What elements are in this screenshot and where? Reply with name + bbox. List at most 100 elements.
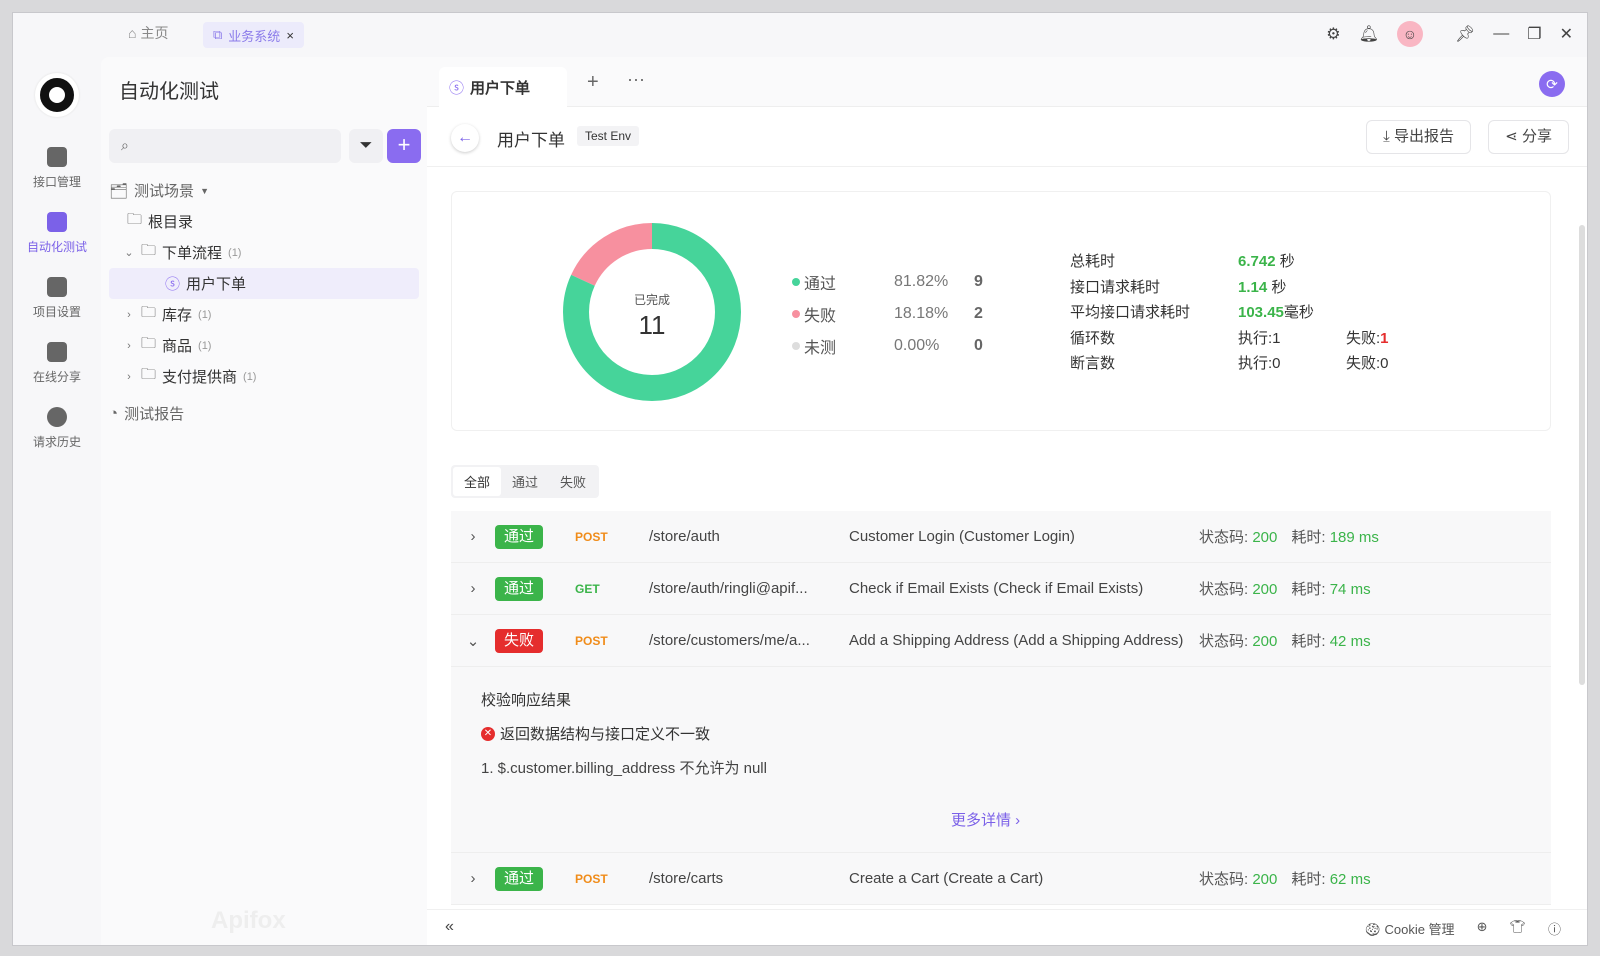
stats: 总耗时 6.742 秒 接口请求耗时 1.14 秒 平均接口请求耗时 103.45毫秒…: [1070, 248, 1389, 376]
more-icon[interactable]: ···: [627, 69, 645, 89]
help-icon[interactable]: ⓘ: [1547, 922, 1561, 937]
sidebar-title: 自动化测试: [119, 81, 219, 103]
tree-scenarios[interactable]: 🗂︎ 测试场景 ▼: [109, 175, 419, 206]
result-row[interactable]: › 通过 POST/store/auth Customer Login (Custom…: [451, 511, 1551, 563]
error-message: 返回数据结构与接口定义不一致: [500, 726, 711, 743]
folder-icon: 🗀: [141, 335, 157, 352]
close-tab-icon[interactable]: ×: [286, 27, 294, 43]
error-icon: ✕: [481, 726, 495, 741]
status-badge: 失败: [495, 628, 543, 653]
rail-history[interactable]: 请求历史: [13, 407, 101, 450]
rail-settings[interactable]: 项目设置: [13, 277, 101, 320]
chevron-right-icon[interactable]: ›: [470, 528, 476, 545]
method: GET: [575, 581, 600, 596]
tree-products[interactable]: › 🗀 商品 (1): [109, 330, 419, 361]
restore-icon[interactable]: ❐: [1527, 26, 1542, 43]
result-row[interactable]: › 通过 GET/store/auth/ringli@apif... Check if…: [451, 563, 1551, 615]
chevron-right-icon[interactable]: ›: [127, 308, 131, 321]
tree-label: 库存: [162, 307, 193, 324]
filter-pass[interactable]: 通过: [512, 475, 539, 490]
donut-slice-0: [563, 223, 741, 401]
result-row[interactable]: ⌄ 失败 POST/store/customers/me/a... Add a Shi…: [451, 615, 1551, 667]
time-label: 耗时:: [1291, 529, 1330, 546]
stat-label: 接口请求耗时: [1070, 278, 1161, 296]
result-row[interactable]: › 通过 POST/store/carts Create a Cart (Create…: [451, 853, 1551, 905]
add-button[interactable]: +: [387, 129, 421, 163]
share-doc-icon: [47, 342, 67, 362]
close-window-icon[interactable]: ✕: [1559, 26, 1573, 43]
filter-icon: ⏷: [359, 137, 373, 154]
avg-time: 103.45: [1238, 304, 1284, 322]
chevron-right-icon[interactable]: ›: [470, 580, 476, 597]
chevron-down-icon[interactable]: ⌄: [466, 632, 480, 650]
tab-user-order[interactable]: ⓢ 用户下单: [439, 67, 567, 107]
project-tab[interactable]: ⧉ 业务系统 ×: [203, 22, 304, 48]
rail-share[interactable]: 在线分享: [13, 342, 101, 385]
app-logo: [35, 73, 79, 117]
result-list: › 通过 POST/store/auth Customer Login (Custom…: [451, 511, 1551, 905]
tree-user-order[interactable]: ⓢ 用户下单: [109, 268, 419, 299]
legend-name: 未测: [804, 340, 837, 357]
tree-payment[interactable]: › 🗀 支付提供商 (1): [109, 361, 419, 392]
duration: 62 ms: [1329, 871, 1371, 888]
tree-reports[interactable]: ◔ 测试报告: [109, 398, 419, 429]
rail-automation[interactable]: 自动化测试: [13, 212, 101, 255]
folder-icon: 🗀: [141, 242, 157, 259]
code-label: 状态码:: [1199, 633, 1253, 650]
rail-label: 自动化测试: [26, 240, 87, 254]
avatar[interactable]: ☺: [1396, 21, 1423, 47]
chevron-right-icon[interactable]: ›: [127, 370, 131, 383]
bell-icon[interactable]: 🔔︎: [1358, 26, 1379, 43]
more-details-link[interactable]: 更多详情 ›: [951, 812, 1021, 829]
filter-all[interactable]: 全部: [453, 467, 502, 496]
main-panel: ⓢ 用户下单 + ··· ⟳ ← 用户下单 Test Env ⤓ 导出报告 ⋖ 分…: [427, 57, 1587, 945]
back-button[interactable]: ←: [451, 124, 479, 152]
add-tab-button[interactable]: +: [587, 71, 599, 93]
failure-detail: 校验响应结果 ✕ 返回数据结构与接口定义不一致 1. $.customer.billi…: [451, 667, 1551, 853]
unit: 毫秒: [1283, 304, 1314, 322]
rail-api-management[interactable]: 接口管理: [13, 147, 101, 190]
sync-icon[interactable]: ⟳: [1539, 71, 1565, 97]
share-button[interactable]: ⋖ 分享: [1488, 120, 1569, 154]
rail-label: 在线分享: [32, 370, 81, 384]
legend-item: 未测 0.00% 0: [792, 330, 983, 362]
legend-item: 通过 81.82% 9: [792, 266, 983, 298]
donut-center-label: 已完成: [634, 292, 670, 307]
status-badge: 通过: [495, 524, 543, 549]
tree-label: 支付提供商: [162, 369, 238, 386]
gear-icon[interactable]: ⚙: [1326, 26, 1341, 43]
status-badge: 通过: [495, 866, 543, 891]
minimize-icon[interactable]: —: [1493, 25, 1510, 42]
duration: 74 ms: [1329, 581, 1371, 598]
cookie-button[interactable]: 🍪︎ Cookie 管理: [1364, 922, 1455, 937]
tree-label: 商品: [162, 338, 193, 355]
home-tab[interactable]: ⌂ 主页: [128, 23, 168, 43]
title-bar: ⌂ 主页 ⧉ 业务系统 × ⚙ 🔔︎ ☺ 📌︎ — ❐ ✕: [13, 13, 1587, 57]
shirt-icon[interactable]: 👕︎: [1509, 919, 1526, 934]
filter-fail[interactable]: 失败: [560, 475, 587, 490]
settings-icon: [47, 277, 67, 297]
duration: 42 ms: [1329, 633, 1371, 650]
share-label: 分享: [1521, 128, 1552, 145]
scrollbar[interactable]: [1579, 225, 1585, 685]
tree-order-flow[interactable]: ⌄ 🗀 下单流程 (1): [109, 237, 419, 268]
filter-button[interactable]: ⏷: [349, 129, 383, 163]
tree-label: 测试场景: [134, 183, 195, 200]
chevron-down-icon[interactable]: ⌄: [124, 247, 134, 259]
status-code: 200: [1252, 633, 1278, 650]
tree-root[interactable]: 🗀 根目录: [109, 206, 419, 237]
upload-icon[interactable]: ⊕: [1476, 919, 1488, 934]
search-input[interactable]: ⌕: [109, 129, 341, 163]
tree-inventory[interactable]: › 🗀 库存 (1): [109, 299, 419, 330]
tree-label: 测试报告: [124, 406, 185, 423]
pin-icon[interactable]: 📌︎: [1454, 26, 1476, 43]
stat-label: 循环数: [1070, 329, 1116, 347]
export-label: 导出报告: [1393, 128, 1454, 145]
collapse-sidebar-icon[interactable]: «: [445, 918, 454, 935]
chevron-right-icon[interactable]: ›: [470, 870, 476, 887]
export-report-button[interactable]: ⤓ 导出报告: [1366, 120, 1471, 154]
chevron-right-icon[interactable]: ›: [127, 339, 131, 352]
legend-dot: [792, 342, 800, 350]
folder-icon: 🗀: [141, 304, 157, 321]
path: /store/customers/me/a...: [649, 632, 810, 649]
